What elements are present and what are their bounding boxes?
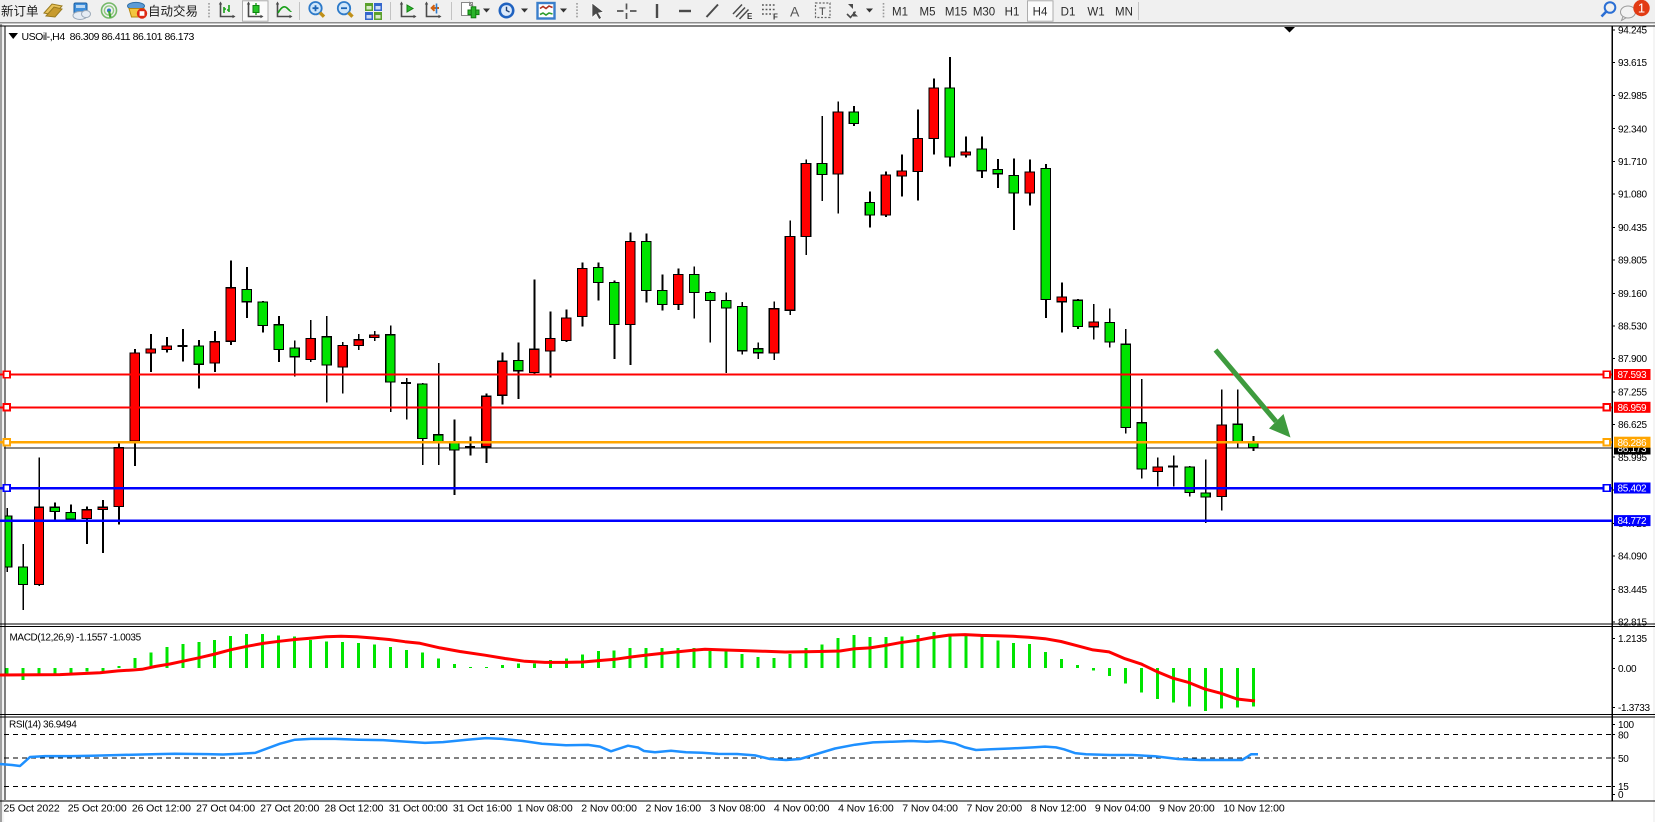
svg-text:25 Oct 20:00: 25 Oct 20:00 bbox=[68, 803, 127, 815]
svg-text:F: F bbox=[773, 13, 778, 22]
svg-text:50: 50 bbox=[1618, 754, 1629, 765]
svg-text:87.255: 87.255 bbox=[1618, 388, 1648, 399]
svg-text:89.805: 89.805 bbox=[1618, 256, 1648, 267]
svg-text:D1: D1 bbox=[1061, 7, 1076, 19]
svg-text:0.00: 0.00 bbox=[1618, 664, 1637, 675]
svg-text:31 Oct 00:00: 31 Oct 00:00 bbox=[389, 803, 448, 815]
svg-text:87.900: 87.900 bbox=[1618, 354, 1648, 365]
svg-text:9 Nov 04:00: 9 Nov 04:00 bbox=[1095, 803, 1151, 815]
svg-text:4 Nov 00:00: 4 Nov 00:00 bbox=[774, 803, 830, 815]
svg-text:83.445: 83.445 bbox=[1618, 585, 1648, 596]
svg-text:1.2135: 1.2135 bbox=[1618, 634, 1648, 645]
svg-text:M15: M15 bbox=[945, 7, 967, 19]
svg-text:15: 15 bbox=[1618, 782, 1629, 793]
svg-text:90.435: 90.435 bbox=[1618, 223, 1648, 234]
svg-text:MN: MN bbox=[1115, 7, 1133, 19]
svg-text:RSI(14) 36.9494: RSI(14) 36.9494 bbox=[9, 720, 77, 731]
svg-text:2 Nov 00:00: 2 Nov 00:00 bbox=[581, 803, 637, 815]
svg-text:MACD(12,26,9) -1.1557 -1.0035: MACD(12,26,9) -1.1557 -1.0035 bbox=[10, 632, 142, 643]
svg-text:8 Nov 12:00: 8 Nov 12:00 bbox=[1031, 803, 1087, 815]
svg-text:88.530: 88.530 bbox=[1618, 322, 1648, 333]
svg-text:1 Nov 08:00: 1 Nov 08:00 bbox=[517, 803, 573, 815]
svg-text:0: 0 bbox=[1618, 790, 1624, 801]
svg-text:M30: M30 bbox=[973, 7, 995, 19]
svg-text:A: A bbox=[790, 4, 800, 20]
svg-text:31 Oct 16:00: 31 Oct 16:00 bbox=[453, 803, 512, 815]
svg-text:自动交易: 自动交易 bbox=[148, 4, 198, 19]
svg-text:27 Oct 04:00: 27 Oct 04:00 bbox=[196, 803, 255, 815]
svg-text:USOil-,H4 86.309 86.411 86.10: USOil-,H4 86.309 86.411 86.101 86.173 bbox=[22, 31, 195, 43]
svg-text:87.593: 87.593 bbox=[1618, 370, 1648, 381]
svg-text:91.710: 91.710 bbox=[1618, 157, 1648, 168]
svg-text:W1: W1 bbox=[1087, 7, 1104, 19]
svg-text:7 Nov 20:00: 7 Nov 20:00 bbox=[967, 803, 1023, 815]
svg-text:100: 100 bbox=[1618, 720, 1635, 731]
svg-text:84.772: 84.772 bbox=[1618, 516, 1648, 527]
svg-text:9 Nov 20:00: 9 Nov 20:00 bbox=[1159, 803, 1215, 815]
svg-text:86.959: 86.959 bbox=[1618, 403, 1648, 414]
svg-text:93.615: 93.615 bbox=[1618, 58, 1648, 69]
svg-text:89.160: 89.160 bbox=[1618, 289, 1648, 300]
svg-text:92.985: 92.985 bbox=[1618, 91, 1648, 102]
svg-text:86.173: 86.173 bbox=[1618, 444, 1648, 455]
svg-text:7 Nov 04:00: 7 Nov 04:00 bbox=[902, 803, 958, 815]
svg-text:94.245: 94.245 bbox=[1618, 26, 1648, 37]
svg-text:H4: H4 bbox=[1033, 7, 1048, 19]
svg-text:28 Oct 12:00: 28 Oct 12:00 bbox=[325, 803, 384, 815]
svg-text:3 Nov 08:00: 3 Nov 08:00 bbox=[710, 803, 766, 815]
svg-text:80: 80 bbox=[1618, 730, 1629, 741]
svg-text:84.090: 84.090 bbox=[1618, 552, 1648, 563]
svg-text:86.286: 86.286 bbox=[1618, 438, 1648, 449]
svg-text:27 Oct 20:00: 27 Oct 20:00 bbox=[260, 803, 319, 815]
svg-text:86.625: 86.625 bbox=[1618, 420, 1648, 431]
svg-text:M5: M5 bbox=[920, 7, 936, 19]
svg-text:4 Nov 16:00: 4 Nov 16:00 bbox=[838, 803, 894, 815]
svg-text:25 Oct 2022: 25 Oct 2022 bbox=[4, 803, 60, 815]
svg-text:85.995: 85.995 bbox=[1618, 453, 1648, 464]
svg-text:新订单: 新订单 bbox=[1, 4, 39, 19]
svg-text:82.815: 82.815 bbox=[1618, 618, 1648, 629]
svg-text:E: E bbox=[747, 12, 753, 21]
svg-text:85.402: 85.402 bbox=[1618, 484, 1648, 495]
svg-text:T: T bbox=[819, 6, 826, 18]
svg-text:91.080: 91.080 bbox=[1618, 190, 1648, 201]
svg-text:-1.3733: -1.3733 bbox=[1618, 703, 1651, 714]
svg-text:2 Nov 16:00: 2 Nov 16:00 bbox=[646, 803, 702, 815]
svg-text:26 Oct 12:00: 26 Oct 12:00 bbox=[132, 803, 191, 815]
svg-text:H1: H1 bbox=[1005, 7, 1020, 19]
svg-text:1: 1 bbox=[1638, 1, 1645, 16]
svg-text:M1: M1 bbox=[892, 7, 908, 19]
svg-text:10 Nov 12:00: 10 Nov 12:00 bbox=[1223, 803, 1285, 815]
svg-text:92.340: 92.340 bbox=[1618, 124, 1648, 135]
